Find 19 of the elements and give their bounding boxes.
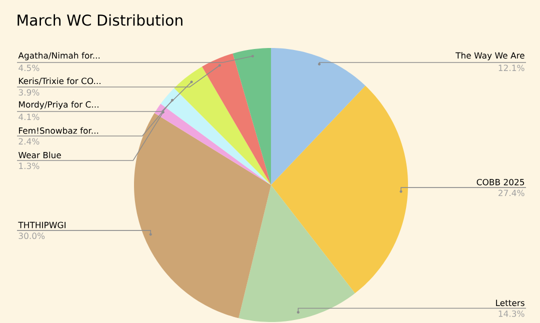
data-label: 1.3% (19, 162, 40, 170)
data-label: 2.4% (18, 138, 40, 145)
data-label: 27.4% (498, 190, 524, 196)
data-label: 12.1% (498, 64, 524, 72)
data-label: 30.0% (18, 232, 45, 240)
slice-label: Fem!Snowbaz for... (19, 127, 98, 134)
data-label: 4.1% (18, 114, 40, 120)
slice-label: Mordy/Priya for C... (19, 101, 98, 110)
data-label: 14.3% (498, 310, 524, 317)
slice-label: Letters (496, 300, 524, 306)
data-label: 4.5% (18, 64, 40, 72)
data-label: 3.9% (18, 89, 40, 96)
slice-label: Keris/Trixie for CO... (19, 78, 100, 85)
slice-label: COBB 2025 (476, 178, 524, 186)
slice-label: The Way We Are (456, 52, 524, 60)
slice-label: THTHIPWGI (18, 222, 66, 228)
chart-title: March WC Distribution (18, 14, 182, 26)
slice-label: Wear Blue (18, 152, 61, 158)
slice-label: Agatha/Nimah for... (18, 52, 100, 60)
